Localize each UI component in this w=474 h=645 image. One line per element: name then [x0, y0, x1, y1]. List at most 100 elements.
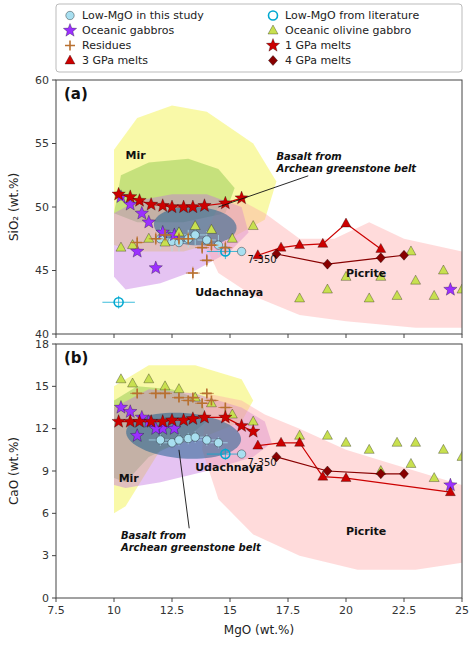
point [114, 298, 123, 307]
y-tick [52, 270, 56, 271]
x-tick-label: 25 [455, 604, 469, 617]
annotation: Udachnaya [195, 286, 263, 299]
y-tick-label: 18 [35, 338, 49, 351]
point [198, 410, 211, 423]
point [276, 437, 286, 446]
point [438, 265, 448, 274]
y-tick [52, 143, 56, 144]
series [116, 374, 462, 482]
series [149, 431, 228, 448]
point [175, 436, 183, 444]
point [206, 224, 216, 233]
panel: 4045505560SiO₂ (wt.%)(a)7-350MirUdachnay… [7, 74, 467, 341]
series [114, 401, 457, 491]
y-tick-label: 3 [42, 549, 49, 562]
point [174, 234, 184, 244]
point [133, 415, 146, 428]
series [130, 229, 232, 280]
point [248, 416, 258, 425]
series [253, 218, 386, 259]
y-tick [52, 80, 56, 81]
legend-label: Oceanic gabbros [82, 24, 174, 37]
point [276, 242, 286, 251]
y-tick-label: 50 [35, 201, 49, 214]
y-tick-label: 0 [42, 592, 49, 605]
x-tick-label: 20 [339, 604, 353, 617]
point [190, 221, 200, 230]
point [160, 230, 170, 240]
point [144, 415, 157, 428]
series [272, 452, 409, 479]
annotation-arrow [179, 450, 189, 528]
series [272, 249, 409, 269]
x-tick [230, 598, 231, 602]
x-tick [404, 334, 405, 338]
y-tick-label: 12 [35, 422, 49, 435]
point [400, 469, 409, 479]
point [247, 424, 260, 437]
x-tick [346, 334, 347, 338]
point [457, 451, 462, 460]
point [202, 255, 212, 265]
x-tick [288, 334, 289, 338]
point [364, 293, 374, 302]
point [235, 419, 248, 432]
annotation-line: Basalt from [121, 530, 186, 541]
point [376, 243, 386, 252]
annotation: Basalt fromArchean greenstone belt [275, 151, 417, 174]
y-tick [52, 428, 56, 429]
point [177, 413, 190, 426]
panel-label: (a) [64, 85, 88, 103]
annotation-line: Mir [126, 149, 147, 162]
point [341, 218, 351, 227]
point [124, 190, 137, 203]
region-ellipse [154, 207, 237, 246]
point [219, 410, 232, 423]
point [364, 444, 374, 453]
y-axis-label: CaO (wt.%) [7, 437, 21, 505]
x-tick [230, 334, 231, 338]
annotation: Picrite [346, 525, 386, 538]
point [295, 240, 305, 249]
legend-marker [268, 25, 278, 34]
point [411, 437, 421, 446]
chart-container: Low-MgO in this studyLow-MgO from litera… [0, 0, 474, 645]
point [341, 473, 351, 482]
legend-label: Low-MgO from literature [285, 9, 419, 22]
legend-marker [65, 55, 75, 64]
y-tick-label: 55 [35, 137, 49, 150]
point [144, 374, 154, 383]
annotation-line: Archean greenstone belt [275, 163, 417, 174]
legend-marker [65, 41, 75, 51]
point [174, 393, 184, 403]
x-tick [114, 334, 115, 338]
point [132, 388, 142, 398]
annotation: Mir [126, 149, 147, 162]
point [376, 469, 385, 479]
point [183, 234, 193, 244]
point [206, 395, 216, 405]
point [392, 290, 402, 299]
legend-marker [63, 24, 76, 37]
point [322, 284, 332, 293]
annotation-point [237, 247, 245, 255]
point [406, 458, 416, 467]
point [186, 200, 199, 213]
series [114, 190, 457, 295]
annotation: 7-350 [248, 255, 277, 266]
point [248, 221, 258, 230]
series [149, 225, 228, 255]
y-tick [52, 386, 56, 387]
point [376, 253, 385, 263]
y-tick [52, 598, 56, 599]
x-tick [462, 334, 463, 338]
annotation-line: Udachnaya [195, 286, 263, 299]
y-tick-label: 9 [42, 465, 49, 478]
legend-marker [266, 39, 279, 52]
point [411, 275, 421, 284]
annotation-line: Mir [119, 472, 140, 485]
y-tick [52, 471, 56, 472]
point [156, 415, 169, 428]
series [112, 410, 260, 437]
x-tick-label: 17.5 [276, 604, 301, 617]
